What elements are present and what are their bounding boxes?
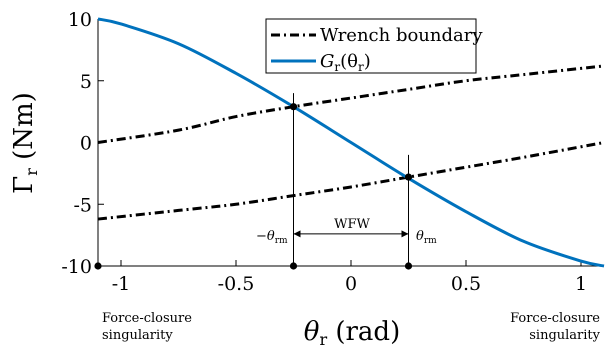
y-tick-label: 0 xyxy=(80,133,92,155)
marker-point xyxy=(404,262,413,270)
series-wrench-lower xyxy=(97,141,605,221)
annotation-wfw: WFW xyxy=(334,217,370,232)
annotation-fc-right-line1: Force-closure xyxy=(510,311,600,326)
y-tick-label: 10 xyxy=(68,9,92,31)
annotation-fc-right-line2: singularity xyxy=(529,328,600,343)
x-tick-label: 1 xyxy=(575,273,587,295)
x-tick-label: 0 xyxy=(345,273,357,295)
annotation-theta-left: −θrm xyxy=(256,229,288,246)
y-tick-label: -10 xyxy=(61,256,92,278)
legend-label-wrench: Wrench boundary xyxy=(320,25,483,46)
y-tick-label: -5 xyxy=(73,194,92,216)
y-tick-label: 5 xyxy=(80,71,92,93)
x-axis-label: θr (rad) xyxy=(304,317,400,349)
marker-point xyxy=(289,262,298,270)
legend-box xyxy=(265,18,477,74)
annotation-fc-left-line1: Force-closure xyxy=(102,311,192,326)
marker-point xyxy=(94,262,102,270)
marker-point xyxy=(289,103,298,111)
annotation-theta-right: θrm xyxy=(416,229,437,246)
series-G-r xyxy=(97,17,605,268)
marker-point xyxy=(404,173,413,181)
wfw-arrowhead-right xyxy=(401,230,409,238)
annotation-fc-left-line2: singularity xyxy=(102,328,173,343)
series-wrench-upper xyxy=(97,64,605,144)
x-tick-label: 0.5 xyxy=(451,273,481,295)
wfw-arrowhead-left xyxy=(293,230,301,238)
legend: Wrench boundary Gr(θr) xyxy=(265,18,483,74)
legend-label-g: Gr(θr) xyxy=(320,51,371,74)
x-tick-label: -0.5 xyxy=(218,273,255,295)
y-axis-label: Γr (Nm) xyxy=(9,92,41,194)
x-tick-label: -1 xyxy=(112,273,131,295)
